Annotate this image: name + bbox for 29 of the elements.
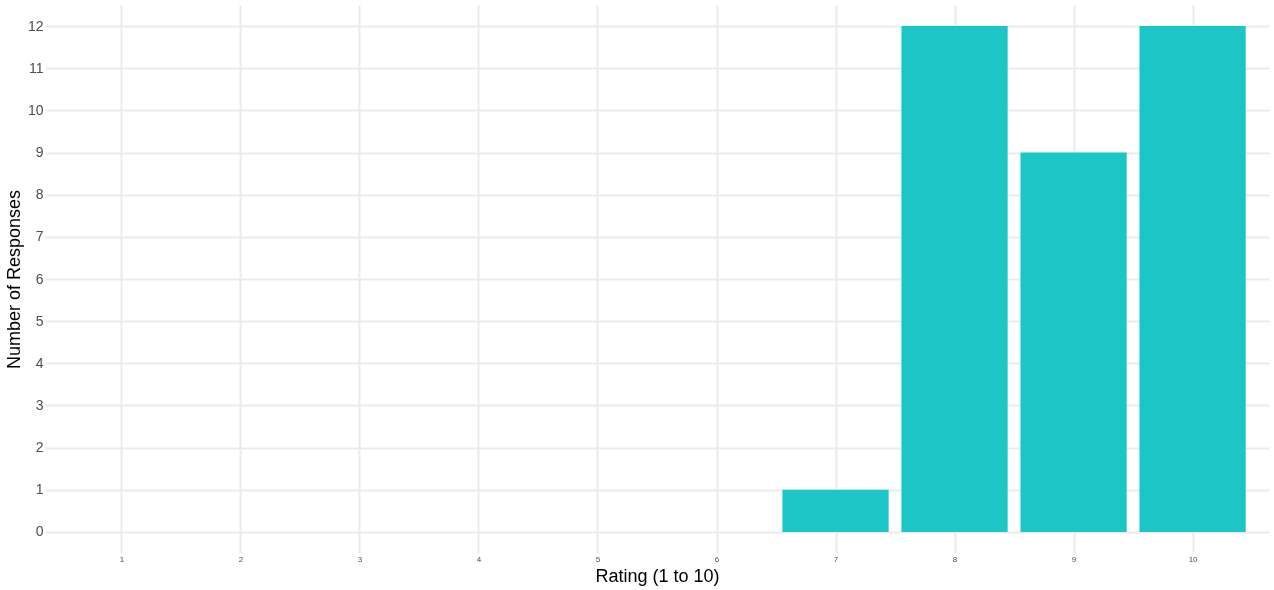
x-tick-label: 4 (476, 554, 482, 564)
y-tick-label: 9 (35, 144, 44, 161)
bar (1139, 26, 1246, 532)
y-tick-label: 7 (35, 228, 44, 245)
y-tick-label: 1 (35, 481, 44, 498)
x-tick-label: 10 (1188, 554, 1199, 564)
y-tick-label: 11 (28, 59, 44, 76)
y-tick-label: 10 (27, 101, 44, 118)
x-tick-label: 7 (833, 554, 839, 564)
bar (782, 489, 889, 532)
y-tick-label: 5 (35, 312, 44, 329)
y-axis-title: Number of Responses (3, 189, 24, 370)
x-tick-label: 6 (714, 554, 720, 564)
bar (1020, 152, 1127, 532)
y-tick-label: 8 (35, 186, 44, 203)
x-tick-label: 5 (595, 554, 601, 564)
y-tick-label: 3 (35, 396, 44, 413)
y-tick-label: 0 (35, 523, 44, 540)
y-tick-label: 6 (35, 270, 44, 287)
y-tick-label: 4 (35, 354, 44, 371)
bar (901, 26, 1008, 532)
x-tick-label: 3 (357, 554, 363, 564)
x-tick-label: 1 (119, 554, 125, 564)
x-tick-label: 2 (238, 554, 244, 564)
x-tick-label: 8 (952, 554, 958, 564)
x-tick-label: 9 (1071, 554, 1077, 564)
y-tick-label: 2 (35, 439, 44, 456)
y-tick-label: 12 (27, 17, 44, 34)
x-axis-title: Rating (1 to 10) (595, 565, 720, 586)
